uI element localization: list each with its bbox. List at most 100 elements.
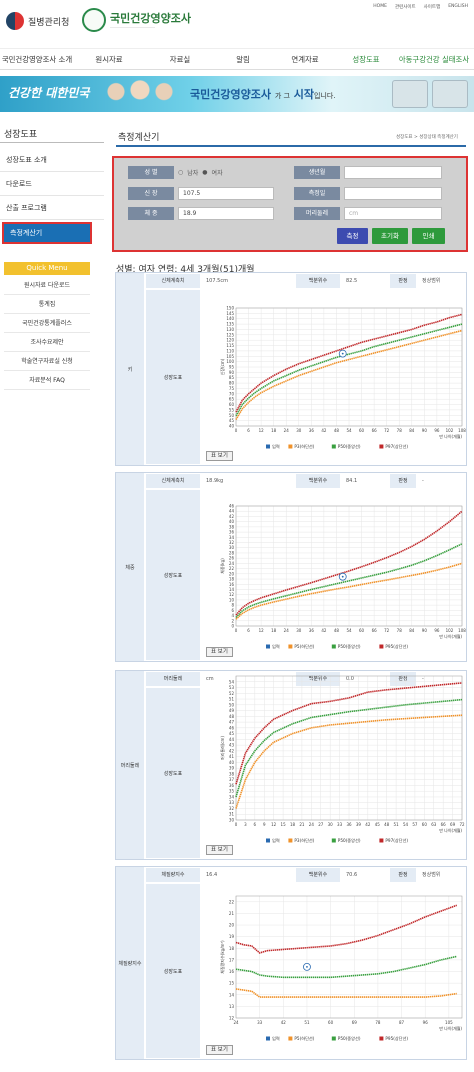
card-row-cell: 키: [116, 273, 144, 465]
measure-label: 신체계측치: [146, 274, 200, 288]
knhanes-seal-icon: [82, 8, 106, 32]
card-row-label: 체중: [125, 564, 135, 571]
chart-label-cell: 성장도표: [146, 290, 200, 464]
nav-item[interactable]: 자료실: [169, 54, 191, 64]
birth-label: 생년월: [294, 166, 340, 179]
table-view-button[interactable]: 표 보기: [206, 845, 233, 855]
nav-item[interactable]: 국민건강영양조사 소개: [1, 54, 73, 64]
site-logo-subtitle: ―――――――――――――――: [110, 25, 155, 29]
table-view-button[interactable]: 표 보기: [206, 1045, 233, 1055]
measure-label: 체질량지수: [146, 868, 200, 882]
measure-value: cm: [202, 672, 294, 686]
weight-label: 체 중: [128, 207, 174, 220]
height-label: 신 장: [128, 187, 174, 200]
growth-card: 머리둘레 머리둘레 cm 백분위수 0.0 판정 - 성장도표 표 보기: [115, 670, 467, 860]
percentile-value: 84.1: [342, 474, 388, 488]
percentile-label: 백분위수: [296, 868, 340, 882]
growth-card: 키 신체계측치 107.5cm 백분위수 82.5 판정 정상범위 성장도표 표…: [115, 272, 467, 466]
title-underline: [116, 145, 466, 147]
top-link-sitemap[interactable]: 사이트맵: [423, 5, 441, 10]
result-info: 성별: 여자 연령: 4세 3개월(51)개월: [116, 265, 255, 275]
quick-item-demand[interactable]: 조사수요제안: [4, 334, 90, 352]
measure-value: 16.4: [202, 868, 294, 882]
height-input[interactable]: 107.5: [178, 187, 274, 200]
radio-female-label[interactable]: 여자: [211, 170, 223, 177]
table-view-button[interactable]: 표 보기: [206, 451, 233, 461]
nav-item[interactable]: 알림: [236, 54, 250, 64]
measure-label: 머리둘레: [146, 672, 200, 686]
nav-item[interactable]: 원시자료: [95, 54, 123, 64]
survey-bus-icon: [392, 80, 428, 108]
radio-female-icon[interactable]: ●: [202, 169, 208, 176]
weight-input[interactable]: 18.9: [178, 207, 274, 220]
banner-main: 국민건강영양조사: [190, 88, 271, 101]
nav-item[interactable]: 성장도표: [352, 54, 380, 64]
date-input[interactable]: [344, 187, 442, 200]
head-label: 머리둘레: [294, 207, 340, 220]
sidebar-item-program[interactable]: 산출 프로그램: [0, 196, 104, 220]
survey-bus-icon: [432, 80, 468, 108]
top-link-related[interactable]: 관련사이트: [394, 5, 416, 10]
percentile-value: 82.5: [342, 274, 388, 288]
judge-value: 정상범위: [418, 868, 466, 882]
radio-male-label[interactable]: 남자: [187, 170, 199, 177]
growth-card: 체질량지수 체질량지수 16.4 백분위수 70.6 판정 정상범위 성장도표 …: [115, 866, 467, 1060]
sex-label: 성 별: [128, 166, 174, 179]
print-button[interactable]: 인쇄: [412, 228, 445, 244]
quick-item-raw-download[interactable]: 원시자료 다운로드: [4, 277, 90, 295]
card-row-label: 키: [127, 366, 133, 373]
table-view-wrap: 표 보기: [206, 451, 233, 461]
birth-input[interactable]: [344, 166, 442, 179]
judge-value: -: [418, 474, 466, 488]
chart-label-cell: 성장도표: [146, 688, 200, 858]
quick-menu-title: Quick Menu: [4, 262, 90, 275]
card-row-cell: 머리둘레: [116, 671, 144, 859]
card-row-cell: 체질량지수: [116, 867, 144, 1059]
quick-item-stats-plus[interactable]: 국민건강통계플러스: [4, 315, 90, 333]
quick-item-research[interactable]: 학술연구자료실 신청: [4, 353, 90, 371]
table-view-button[interactable]: 표 보기: [206, 647, 233, 657]
head-input[interactable]: cm: [344, 207, 442, 220]
radio-male-icon[interactable]: ○: [178, 169, 184, 176]
quick-item-faq[interactable]: 자료분석 FAQ: [4, 372, 90, 390]
chart-label: 성장도표: [163, 770, 183, 777]
judge-label: 판정: [390, 474, 416, 488]
sidebar-item-calculator[interactable]: 측정계산기: [2, 222, 92, 244]
percentile-value: 70.6: [342, 868, 388, 882]
measure-value: 18.9kg: [202, 474, 294, 488]
chart-label-cell: 성장도표: [146, 884, 200, 1058]
quick-item-statbook[interactable]: 통계집: [4, 296, 90, 314]
growth-card: 체중 신체계측치 18.9kg 백분위수 84.1 판정 - 성장도표 표 보기: [115, 472, 467, 662]
top-link-english[interactable]: ENGLISH: [448, 4, 468, 9]
nav-item[interactable]: 연계자료: [291, 54, 319, 64]
banner-mid: 가 그: [274, 92, 290, 100]
judge-value: 정상범위: [418, 274, 466, 288]
top-link-home[interactable]: HOME: [373, 4, 387, 9]
nav-item[interactable]: 아동구강건강 실태조사: [398, 54, 470, 64]
page-title: 측정계산기: [118, 133, 160, 143]
judge-label: 판정: [390, 868, 416, 882]
table-view-wrap: 표 보기: [206, 845, 233, 855]
sex-radio-group: ○ 남자 ● 여자: [178, 168, 223, 177]
sidebar-title: 성장도표: [4, 130, 38, 140]
percentile-label: 백분위수: [296, 474, 340, 488]
chart-label: 성장도표: [163, 374, 183, 381]
measure-label: 신체계측치: [146, 474, 200, 488]
measure-button[interactable]: 측정: [337, 228, 368, 244]
family-illustration-icon: [100, 78, 180, 112]
judge-label: 판정: [390, 672, 416, 686]
reset-button[interactable]: 초기화: [372, 228, 408, 244]
chart-label-cell: 성장도표: [146, 490, 200, 660]
measure-value: 107.5cm: [202, 274, 294, 288]
kdca-logo[interactable]: 질병관리청: [6, 12, 69, 30]
main-navigation: 국민건강영양조사 소개 원시자료 자료실 알림 연계자료 성장도표 아동구강건강 실태조사: [0, 48, 474, 70]
breadcrumb: 성장도표 > 성장상태 측정계산기: [396, 135, 458, 140]
sidebar-item-download[interactable]: 다운로드: [0, 172, 104, 196]
percentile-value: 0.0: [342, 672, 388, 686]
table-view-wrap: 표 보기: [206, 1045, 233, 1055]
banner-tail: 입니다.: [314, 92, 336, 100]
sidebar-item-intro[interactable]: 성장도표 소개: [0, 148, 104, 172]
percentile-label: 백분위수: [296, 672, 340, 686]
card-row-label: 머리둘레: [120, 762, 140, 769]
site-logo-text[interactable]: 국민건강영양조사: [110, 12, 191, 25]
